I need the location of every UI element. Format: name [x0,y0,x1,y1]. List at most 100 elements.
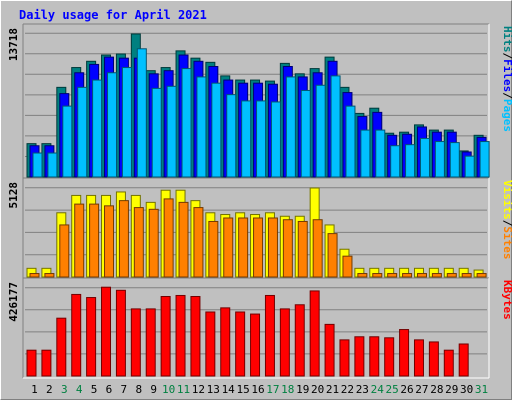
legend-item: Sites [501,226,512,259]
bar-pages-day-7 [121,67,132,178]
x-tick-label: 24 [371,383,385,396]
bar-pages-day-9 [151,87,162,178]
x-tick-label: 18 [281,383,294,396]
bar-kbytes-day-26 [399,329,410,377]
bar-sites-day-2 [44,273,55,278]
x-tick-label: 22 [341,383,354,396]
x-tick-label: 8 [135,383,142,396]
bar-sites-day-26 [402,273,413,278]
bar-pages-day-12 [196,76,207,178]
bar-sites-day-7 [118,200,129,278]
x-tick-label: 26 [400,383,413,396]
legend-item: / [501,92,512,99]
bar-pages-day-22 [345,105,356,178]
bar-sites-day-14 [223,217,234,278]
legend-item: Visits [501,180,512,220]
legend-visits-sites: Visits/Sites [501,180,512,260]
bar-sites-day-16 [253,217,264,278]
bar-pages-day-29 [449,142,460,178]
bar-kbytes-day-28 [428,341,439,377]
bar-pages-day-3 [62,105,73,178]
bar-pages-day-4 [77,86,88,178]
y-max-label: 5128 [7,182,20,209]
x-tick-label: 5 [91,383,98,396]
bar-kbytes-day-20 [309,290,320,377]
bar-kbytes-day-9 [145,308,156,377]
legend-item: Pages [501,99,512,132]
bar-pages-day-28 [434,141,445,178]
x-tick-label: 12 [192,383,205,396]
bar-pages-day-24 [375,129,386,178]
bar-kbytes-day-11 [175,294,186,377]
bar-sites-day-9 [148,208,159,278]
bar-kbytes-day-29 [443,349,454,377]
x-tick-label: 30 [460,383,473,396]
x-tick-label: 1 [31,383,38,396]
bar-sites-day-6 [104,205,115,278]
x-tick-label: 19 [296,383,309,396]
bar-sites-day-17 [267,217,278,278]
bar-kbytes-day-15 [235,311,246,377]
x-tick-label: 11 [177,383,190,396]
bar-kbytes-day-14 [220,307,231,377]
bar-pages-day-1 [32,152,43,178]
bar-sites-day-18 [282,219,293,278]
bar-kbytes-day-2 [41,349,52,377]
bar-sites-day-8 [133,207,144,278]
panel-hits-files-pages: 13718 Hits/Files/Pages [7,23,512,180]
bar-pages-day-6 [107,72,118,178]
bar-kbytes-day-8 [130,308,141,377]
legend-hits-files-pages: Hits/Files/Pages [501,26,512,132]
x-tick-label: 7 [121,383,128,396]
bar-sites-day-20 [312,219,323,278]
x-tick-label: 28 [430,383,443,396]
bar-sites-day-11 [178,201,189,278]
x-tick-label: 14 [222,383,236,396]
bar-kbytes-day-21 [324,323,335,377]
bar-pages-day-11 [181,68,192,178]
x-tick-label: 20 [311,383,324,396]
bar-pages-day-2 [47,152,58,178]
bar-pages-day-27 [419,137,430,178]
x-tick-label: 21 [326,383,339,396]
bar-sites-day-13 [208,220,219,278]
bar-pages-day-21 [330,75,341,178]
bar-sites-day-31 [476,273,487,278]
y-max-label: 13718 [7,28,20,61]
bar-kbytes-day-22 [339,339,350,377]
bar-pages-day-5 [92,79,103,178]
bar-sites-day-24 [372,273,383,278]
bar-kbytes-day-12 [190,296,201,377]
bar-pages-day-8 [136,48,147,178]
legend-item: / [501,53,512,60]
bar-pages-day-13 [211,82,222,178]
bar-sites-day-21 [327,233,338,278]
x-tick-label: 6 [106,383,113,396]
x-tick-label: 15 [236,383,249,396]
bar-sites-day-27 [416,273,427,278]
x-tick-label: 13 [207,383,220,396]
bar-pages-day-15 [241,100,252,178]
x-tick-label: 25 [386,383,399,396]
bar-pages-day-20 [315,84,326,178]
bar-kbytes-day-17 [264,294,275,377]
legend-kbytes: KBytes [501,280,512,320]
bar-sites-day-10 [163,198,174,278]
bar-kbytes-day-5 [86,297,97,377]
bar-sites-day-19 [297,220,308,278]
legend-item: KBytes [501,280,512,320]
bar-pages-day-17 [270,101,281,178]
bar-kbytes-day-27 [413,339,424,377]
bar-kbytes-day-18 [279,308,290,377]
x-tick-label: 29 [445,383,458,396]
bar-kbytes-day-6 [101,286,112,377]
bar-sites-day-12 [193,207,204,278]
bar-sites-day-4 [74,203,85,278]
panel-kbytes: 426177 KBytes [7,277,512,379]
bar-kbytes-day-4 [71,293,82,377]
bar-sites-day-5 [89,203,100,278]
bar-pages-day-26 [405,144,416,178]
x-tick-label: 23 [356,383,369,396]
bar-kbytes-day-10 [160,296,171,377]
bar-kbytes-day-13 [205,311,216,377]
